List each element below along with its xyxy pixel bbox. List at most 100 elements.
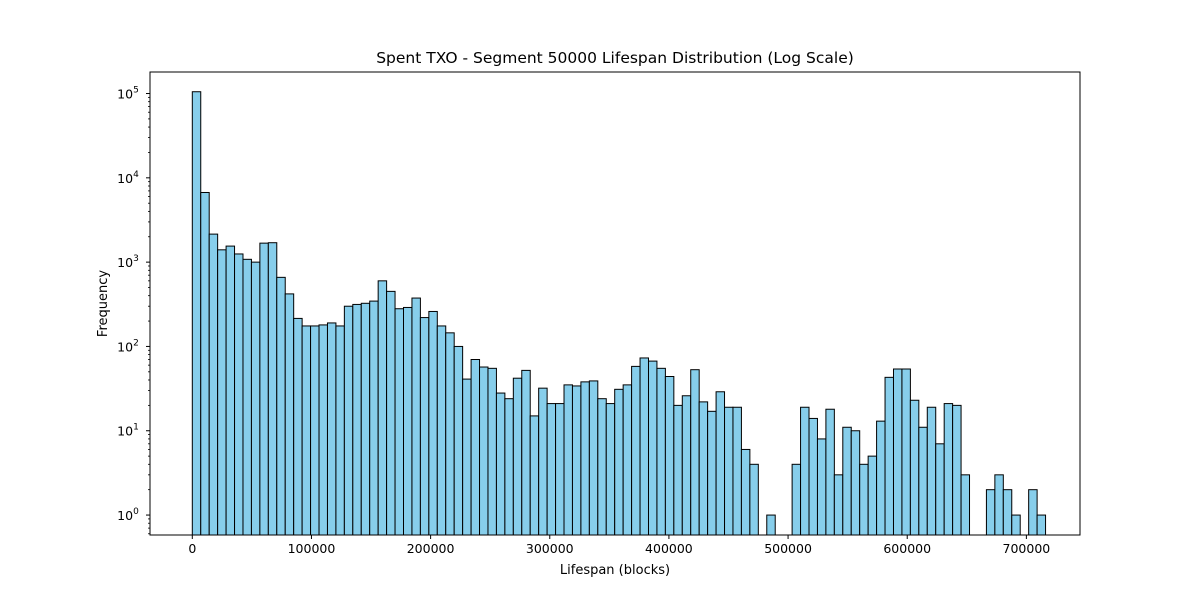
histogram-bar xyxy=(571,385,582,536)
y-axis: 100 101 102 103 104 105 xyxy=(117,86,150,535)
histogram-bar xyxy=(994,474,1004,536)
histogram-bar xyxy=(605,403,616,536)
histogram-bar xyxy=(926,406,937,536)
histogram-bar xyxy=(892,368,903,536)
histogram-bar xyxy=(310,325,320,536)
histogram-bar xyxy=(360,302,371,536)
histogram-bar xyxy=(707,410,717,536)
histogram-bar xyxy=(445,332,455,536)
plot-area-frame xyxy=(149,71,1081,536)
histogram-bar xyxy=(259,242,269,536)
histogram-bar xyxy=(1028,489,1038,536)
histogram-bar xyxy=(284,293,295,536)
histogram-bar xyxy=(403,306,413,536)
histogram-bar xyxy=(470,359,481,536)
histogram-bar xyxy=(208,233,219,536)
histogram-bar xyxy=(816,438,827,536)
histogram-bar xyxy=(622,384,633,536)
histogram-bar xyxy=(656,367,666,536)
histogram-bar xyxy=(1002,489,1013,536)
histogram-bar xyxy=(631,365,641,536)
histogram-bar xyxy=(453,345,464,536)
histogram-bar xyxy=(673,404,683,536)
histogram-bar xyxy=(335,325,345,536)
histogram-bar xyxy=(504,398,514,536)
histogram-bar xyxy=(1011,514,1021,536)
chart-title: Spent TXO - Segment 50000 Lifespan Distr… xyxy=(376,49,854,67)
histogram-bar xyxy=(293,317,303,536)
histogram-bar xyxy=(495,392,506,536)
histogram-bar xyxy=(538,387,548,536)
histogram-bar xyxy=(740,448,751,536)
histogram-bar xyxy=(808,417,818,536)
histogram-bar xyxy=(935,443,945,536)
histogram-bar xyxy=(724,406,734,536)
histogram-bar xyxy=(833,474,844,536)
y-tick-label: 105 xyxy=(117,86,139,102)
histogram-bar xyxy=(690,369,700,536)
x-tick-label: 200000 xyxy=(407,541,455,556)
histogram-bar xyxy=(588,380,599,536)
histogram-bar xyxy=(436,325,447,536)
histogram-bar xyxy=(377,280,388,536)
histogram-bar xyxy=(419,317,430,536)
histogram-bar xyxy=(698,401,709,536)
histogram-bar xyxy=(901,368,911,536)
y-tick-label: 102 xyxy=(117,338,139,354)
histogram-bar xyxy=(529,415,540,536)
histogram-bar xyxy=(749,463,759,536)
histogram-bar xyxy=(479,366,489,536)
histogram-bar xyxy=(681,395,692,536)
histogram-bar xyxy=(1036,514,1047,536)
histogram-bar xyxy=(394,308,404,536)
y-tick-label: 104 xyxy=(117,170,139,186)
histogram-bar xyxy=(250,261,261,536)
histogram-bar xyxy=(487,367,497,536)
histogram-bar xyxy=(242,258,252,536)
x-tick-label: 0 xyxy=(188,541,196,556)
histogram-bar xyxy=(943,403,954,536)
histogram-bar xyxy=(563,384,573,536)
x-tick-label: 600000 xyxy=(883,541,931,556)
histogram-bar xyxy=(800,406,810,536)
histogram-bar xyxy=(352,303,362,536)
x-tick-label: 400000 xyxy=(645,541,693,556)
histogram-bar xyxy=(664,376,675,536)
histogram-bar xyxy=(867,455,878,536)
histogram-bar xyxy=(732,406,742,536)
histogram-bar xyxy=(411,297,421,536)
histogram-bar xyxy=(715,391,726,536)
histogram-bar xyxy=(369,300,379,536)
histogram-bar xyxy=(614,388,624,536)
histogram-bar xyxy=(884,376,894,536)
histogram-bar xyxy=(597,398,607,536)
histogram-bar xyxy=(842,426,852,536)
histogram-bar xyxy=(343,305,354,536)
x-tick-label: 100000 xyxy=(288,541,336,556)
histogram-bar xyxy=(428,310,438,536)
histogram-bar xyxy=(909,399,920,536)
x-axis: 0 100000 200000 300000 400000 500000 600000 700… xyxy=(188,535,1050,556)
histogram-bar xyxy=(876,420,886,536)
histogram-bar xyxy=(318,324,328,536)
histogram-bar xyxy=(200,191,210,536)
histogram-bar xyxy=(301,325,312,536)
x-tick-label: 500000 xyxy=(764,541,812,556)
histogram-bar xyxy=(647,360,658,536)
histogram-bar xyxy=(850,430,861,536)
histogram-bar xyxy=(191,91,202,536)
histogram-bar xyxy=(326,322,337,536)
y-tick-label: 101 xyxy=(117,423,139,439)
histogram-bar xyxy=(791,463,802,536)
histogram-bar xyxy=(217,249,227,536)
histogram-bar xyxy=(952,404,962,536)
histogram-bar xyxy=(825,408,835,536)
x-tick-label: 700000 xyxy=(1003,541,1051,556)
histogram-bar xyxy=(555,403,565,536)
histogram-bar xyxy=(960,474,971,536)
histogram-bar xyxy=(512,377,523,536)
y-axis-label: Frequency xyxy=(96,270,111,337)
histogram-bar xyxy=(521,369,531,536)
